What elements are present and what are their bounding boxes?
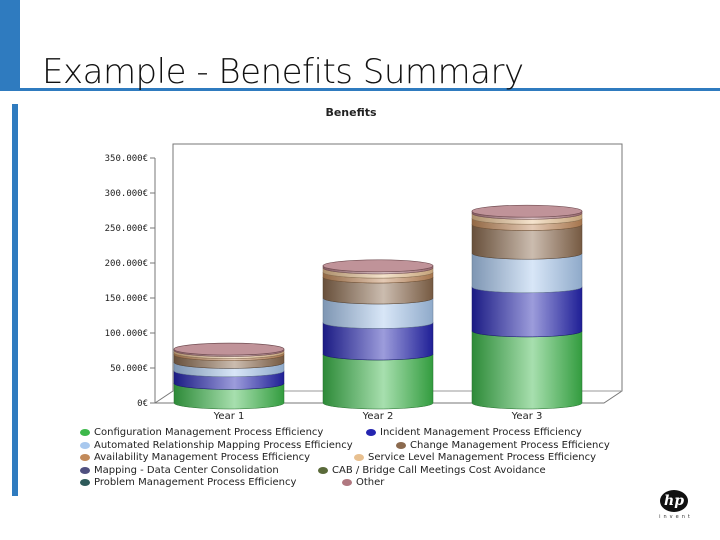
x-tick-label: Year 1 bbox=[213, 411, 245, 422]
legend-label: Incident Management Process Efficiency bbox=[380, 427, 582, 438]
chart-title: Benefits bbox=[325, 106, 377, 119]
legend-item-incident: Incident Management Process Efficiency bbox=[366, 427, 582, 438]
y-tick-label: 250.000€ bbox=[105, 224, 148, 234]
legend-label: Change Management Process Efficiency bbox=[410, 439, 610, 451]
legend-row: Problem Management Process Efficiency Ot… bbox=[80, 477, 640, 490]
y-tick-label: 150.000€ bbox=[105, 294, 148, 304]
y-axis: 0€ 50.000€ 100.000€ 150.000€ 200.000€ 250.000… bbox=[105, 154, 155, 409]
legend-marker bbox=[354, 454, 364, 461]
legend-item-config: Configuration Management Process Efficie… bbox=[80, 427, 323, 438]
bar-top-cap bbox=[322, 259, 434, 273]
x-tick-label: Year 2 bbox=[362, 411, 394, 422]
y-tick-label: 0€ bbox=[137, 399, 148, 409]
hp-logo: hp invent bbox=[656, 490, 692, 524]
legend-marker bbox=[366, 429, 376, 436]
legend-item-service-level: Service Level Management Process Efficie… bbox=[354, 452, 596, 463]
legend-label: CAB / Bridge Call Meetings Cost Avoidanc… bbox=[332, 464, 546, 476]
legend-row: Automated Relationship Mapping Process E… bbox=[80, 440, 640, 453]
x-axis: Year 1 Year 2 Year 3 bbox=[213, 411, 543, 422]
legend-item-change: Change Management Process Efficiency bbox=[396, 440, 610, 451]
legend-marker bbox=[396, 441, 406, 449]
slide-title: Example - Benefits Summary bbox=[42, 52, 524, 92]
legend-item-availability: Availability Management Process Efficien… bbox=[80, 452, 310, 463]
legend-item-other: Other bbox=[342, 477, 384, 488]
legend-marker bbox=[80, 429, 90, 436]
hp-logo-text: invent bbox=[659, 514, 693, 520]
legend-item-cab: CAB / Bridge Call Meetings Cost Avoidanc… bbox=[318, 465, 546, 476]
legend-label: Other bbox=[356, 477, 385, 488]
y-tick-label: 50.000€ bbox=[110, 364, 148, 374]
legend-item-automated: Automated Relationship Mapping Process E… bbox=[80, 440, 353, 451]
legend-marker bbox=[80, 441, 90, 449]
legend-marker bbox=[80, 479, 90, 486]
y-tick-label: 100.000€ bbox=[105, 329, 148, 339]
legend-marker bbox=[342, 479, 352, 486]
legend-marker bbox=[80, 466, 90, 474]
legend-marker bbox=[318, 466, 328, 474]
legend-item-problem: Problem Management Process Efficiency bbox=[80, 477, 296, 488]
accent-bar-top bbox=[0, 0, 20, 88]
bars-group bbox=[173, 204, 583, 410]
x-tick-label: Year 3 bbox=[511, 411, 543, 422]
legend-label: Service Level Management Process Efficie… bbox=[368, 452, 597, 463]
legend-marker bbox=[80, 454, 90, 461]
legend-row: Configuration Management Process Efficie… bbox=[80, 427, 640, 440]
legend-label: Configuration Management Process Efficie… bbox=[94, 427, 324, 438]
legend-label: Problem Management Process Efficiency bbox=[94, 477, 297, 488]
bar-segment bbox=[322, 353, 434, 410]
hp-logo-mark: hp bbox=[660, 490, 688, 512]
bar-top-cap bbox=[173, 342, 285, 356]
bar-top-cap bbox=[471, 204, 583, 218]
legend-label: Mapping - Data Center Consolidation bbox=[94, 464, 279, 476]
bar-segment bbox=[471, 330, 583, 410]
legend-row: Mapping - Data Center Consolidation CAB … bbox=[80, 465, 640, 478]
accent-bar-left bbox=[12, 104, 18, 496]
legend-row: Availability Management Process Efficien… bbox=[80, 452, 640, 465]
y-tick-label: 300.000€ bbox=[105, 189, 148, 199]
bar-segment bbox=[471, 286, 583, 338]
legend-label: Automated Relationship Mapping Process E… bbox=[94, 439, 353, 451]
accent-line bbox=[0, 88, 720, 91]
chart-legend: Configuration Management Process Efficie… bbox=[80, 427, 640, 490]
y-tick-label: 200.000€ bbox=[105, 259, 148, 269]
legend-label: Availability Management Process Efficien… bbox=[94, 452, 311, 463]
legend-item-mapping: Mapping - Data Center Consolidation bbox=[80, 465, 279, 476]
y-tick-label: 350.000€ bbox=[105, 154, 148, 164]
